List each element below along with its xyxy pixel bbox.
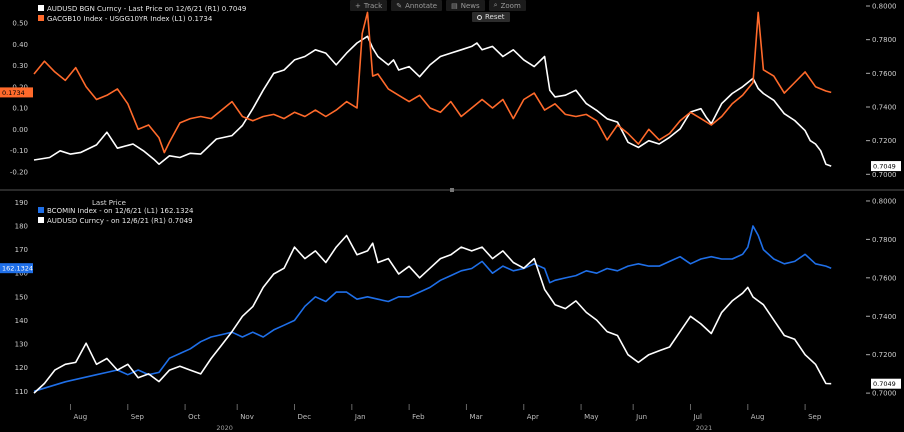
series-line-1 — [33, 35, 832, 167]
legend-swatch-1 — [38, 207, 44, 213]
x-month-label: Sep — [808, 413, 822, 421]
left-tick-label: 0.50 — [12, 20, 28, 28]
x-year-label: 2020 — [216, 424, 233, 432]
left-current-tag — [0, 263, 33, 274]
left-tick-label: 170 — [15, 246, 28, 254]
x-month-label: Jan — [354, 413, 366, 421]
left-tick-label: 0.00 — [12, 126, 28, 134]
left-tick-label: 0.20 — [12, 83, 28, 91]
left-current-value: 162.1324 — [2, 265, 33, 273]
left-tick-label: 140 — [15, 317, 28, 325]
left-tick-label: 160 — [15, 270, 28, 278]
x-month-label: Dec — [298, 413, 312, 421]
left-tick-label: 0.10 — [12, 105, 28, 113]
news-button[interactable]: ▤ News — [446, 0, 485, 11]
left-tick-label: 180 — [15, 222, 28, 230]
x-month-label: Aug — [751, 413, 765, 421]
legend-entry-2: GACGB10 Index - USGG10YR Index (L1) 0.17… — [47, 15, 213, 23]
left-tick-label: -0.10 — [10, 147, 28, 155]
right-tick-label: 0.7000 — [872, 171, 897, 179]
right-tick-label: 0.8000 — [872, 197, 897, 205]
legend-swatch-2 — [38, 217, 44, 223]
legend-swatch-2 — [38, 15, 44, 21]
right-current-value: 0.7049 — [873, 163, 896, 171]
right-tick-label: 0.7000 — [872, 390, 897, 398]
x-month-label: Aug — [73, 413, 87, 421]
x-month-label: Nov — [240, 413, 254, 421]
news-icon: ▤ — [451, 1, 458, 10]
left-current-tag — [0, 87, 33, 98]
legend-entry-1: BCOMIN Index - on 12/6/21 (L1) 162.1324 — [47, 207, 194, 215]
right-current-tag — [871, 378, 901, 389]
chart-toolbar: + Track ✎ Annotate ▤ News ⌕ Zoom — [350, 0, 526, 11]
right-tick-label: 0.7400 — [872, 103, 897, 111]
zoom-button[interactable]: ⌕ Zoom — [488, 0, 526, 11]
left-tick-label: 150 — [15, 293, 28, 301]
right-current-tag — [871, 161, 901, 172]
left-tick-label: 0.30 — [12, 62, 28, 70]
left-tick-label: 110 — [15, 388, 28, 396]
legend-title: Last Price — [92, 199, 126, 207]
left-tick-label: 120 — [15, 364, 28, 372]
right-tick-label: 0.7600 — [872, 274, 897, 282]
left-tick-label: 0.40 — [12, 41, 28, 49]
legend-swatch-1 — [38, 5, 44, 11]
right-tick-label: 0.7800 — [872, 36, 897, 44]
track-icon: + — [355, 1, 361, 10]
right-tick-label: 0.7400 — [872, 313, 897, 321]
right-tick-label: 0.7800 — [872, 236, 897, 244]
left-current-value: 0.1734 — [2, 89, 25, 97]
x-month-label: Jul — [692, 413, 702, 421]
track-button[interactable]: + Track — [350, 0, 388, 11]
series-line-2 — [33, 11, 832, 154]
right-tick-label: 0.7200 — [872, 351, 897, 359]
left-tick-label: 130 — [15, 341, 28, 349]
pencil-icon: ✎ — [396, 1, 403, 10]
x-month-label: Sep — [131, 413, 145, 421]
x-month-label: Mar — [469, 413, 482, 421]
right-tick-label: 0.7600 — [872, 70, 897, 78]
series-line-1 — [33, 225, 832, 393]
legend-entry-1: AUDUSD BGN Curncy - Last Price on 12/6/2… — [47, 5, 246, 13]
series-line-2 — [33, 234, 832, 394]
reset-icon — [477, 14, 482, 20]
left-tick-label: 190 — [15, 199, 28, 207]
x-month-label: Apr — [527, 413, 539, 421]
x-month-label: May — [584, 413, 598, 421]
x-year-label: 2021 — [696, 424, 713, 432]
legend-entry-2: AUDUSD Curncy - on 12/6/21 (R1) 0.7049 — [47, 217, 193, 225]
right-current-value: 0.7049 — [873, 380, 896, 388]
x-month-label: Feb — [412, 413, 425, 421]
right-tick-label: 0.8000 — [872, 3, 897, 11]
magnifier-icon: ⌕ — [493, 1, 498, 9]
x-month-label: Oct — [188, 413, 200, 421]
reset-button[interactable]: Reset — [472, 12, 510, 22]
right-tick-label: 0.7200 — [872, 137, 897, 145]
panel-resize-handle — [450, 188, 454, 192]
x-month-label: Jun — [635, 413, 647, 421]
annotate-button[interactable]: ✎ Annotate — [391, 0, 443, 11]
left-tick-label: -0.20 — [10, 168, 28, 176]
